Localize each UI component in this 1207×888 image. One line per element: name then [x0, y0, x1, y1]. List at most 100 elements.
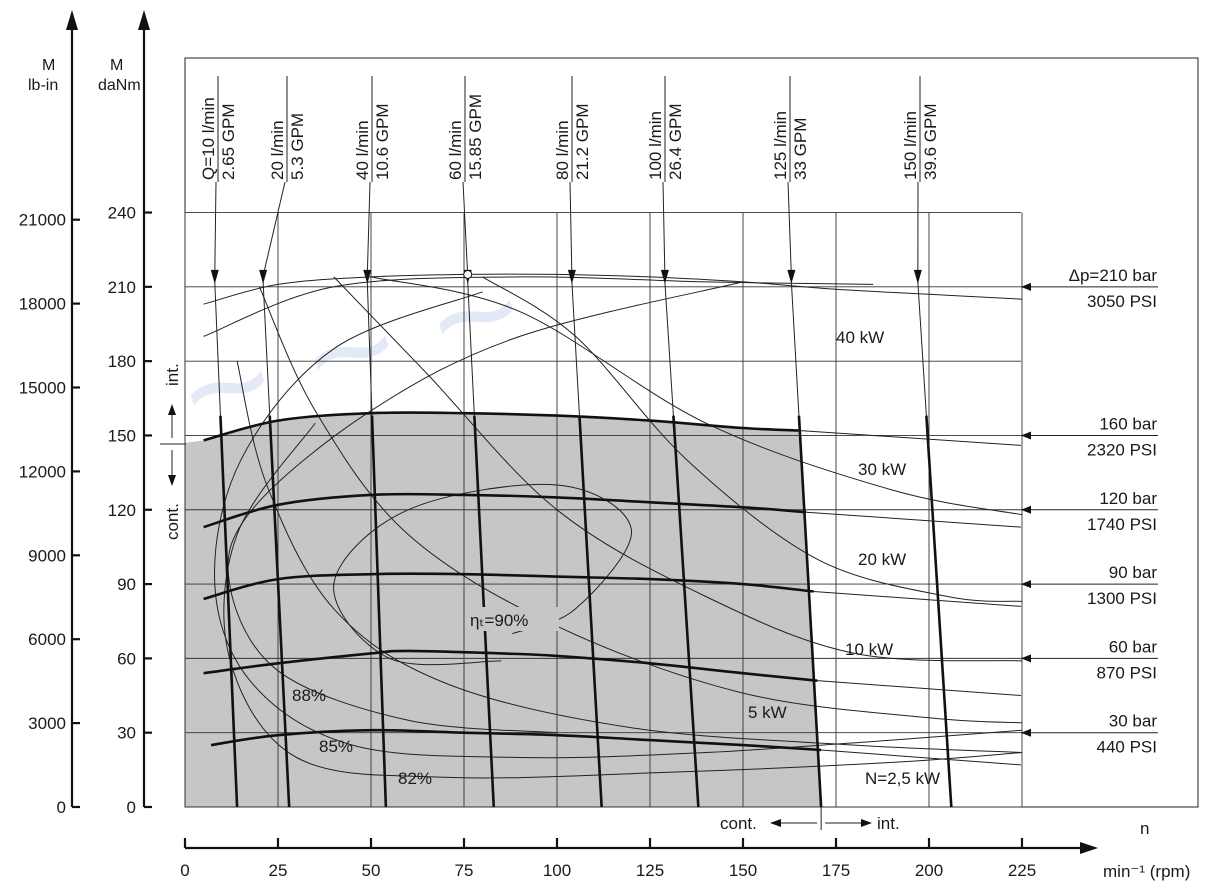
pressure-extension [817, 680, 1022, 697]
int-vertical-label: int. [163, 363, 182, 386]
flow-label: 125 l/min 33 GPM [771, 76, 810, 182]
y-secondary-symbol: M [42, 57, 55, 74]
y-primary-tick-label: 60 [117, 649, 136, 668]
flow-arrow [660, 269, 669, 284]
flow-label-gpm: 33 GPM [791, 118, 810, 180]
pressure-extension [821, 749, 1022, 766]
pressure-arrow [1021, 431, 1031, 440]
pressure-arrow [1021, 654, 1031, 663]
axes: 0 30 60 90 120 150 180 210 240 0 3000 6000 9000 12000… [19, 10, 1098, 880]
pressure-extension [806, 511, 1022, 528]
int-arrow-right [861, 819, 872, 827]
x-axis-tick-label: 100 [543, 861, 571, 880]
efficiency-label-85: 85% [319, 737, 353, 756]
x-axis-tick-label: 75 [455, 861, 474, 880]
cont-horizontal-label: cont. [720, 814, 757, 833]
pressure-label-bar: 90 bar [1109, 563, 1158, 582]
flow-label-lpm: 150 l/min [901, 111, 920, 180]
pressure-arrow [1021, 580, 1031, 589]
flow-label: Q=10 l/min 2.65 GPM [199, 76, 238, 182]
flow-label: 20 l/min 5.3 GPM [268, 76, 307, 182]
flow-arrow [567, 269, 576, 284]
efficiency-curve-90 [333, 483, 632, 666]
peak-marker [463, 269, 473, 279]
efficiency-label-82: 82% [398, 769, 432, 788]
x-axis-tick-label: 125 [636, 861, 664, 880]
x-axis-tick-label: 0 [180, 861, 189, 880]
flow-arrow [259, 269, 268, 284]
flow-line-5 [578, 415, 603, 808]
flow-label: 80 l/min 21.2 GPM [553, 76, 592, 182]
flow-line-2 [268, 415, 291, 808]
flow-line-upper [366, 281, 373, 416]
x-axis-label: min⁻¹ (rpm) [1103, 862, 1190, 881]
pressure-label-bar: 60 bar [1109, 637, 1158, 656]
flow-arrow [913, 269, 922, 284]
flow-line-upper [467, 281, 475, 416]
flow-label-lpm: 125 l/min [771, 111, 790, 180]
power-label-10kw: 10 kW [845, 640, 893, 659]
flow-line-upper [790, 281, 800, 416]
y-secondary-tick-label: 3000 [28, 714, 66, 733]
flow-line-upper [917, 281, 927, 416]
flow-leader [462, 181, 469, 276]
power-label-40kw: 40 kW [836, 328, 884, 347]
pressure-curves: Δp=210 bar 3050 PSI 160 bar 2320 PSI 120 bar… [203, 266, 1158, 766]
power-curve-2-5kw [236, 360, 1023, 753]
pressure-label-bar: 160 bar [1099, 414, 1157, 433]
y-primary-tick-label: 0 [127, 798, 136, 817]
efficiency-label-88: 88% [292, 686, 326, 705]
y-secondary-tick-label: 12000 [19, 462, 66, 481]
pressure-arrow [1021, 728, 1031, 737]
y-primary-arrow [138, 10, 150, 30]
power-curve-30kw [370, 276, 1023, 516]
flow-label-gpm: 26.4 GPM [666, 103, 685, 180]
y-primary-tick-label: 30 [117, 724, 136, 743]
y-primary-unit: daNm [98, 77, 141, 94]
flow-arrow [787, 269, 796, 284]
pressure-curve-6 [210, 728, 822, 752]
y-primary-tick-label: 90 [117, 575, 136, 594]
cont-arrow-down [168, 475, 176, 486]
y-primary-tick-label: 210 [108, 278, 136, 297]
flow-leader [662, 181, 666, 276]
y-secondary-tick-label: 15000 [19, 379, 66, 398]
flow-line-8 [925, 415, 953, 808]
flow-label-gpm: 10.6 GPM [373, 103, 392, 180]
power-label-30kw: 30 kW [858, 460, 906, 479]
x-axis-tick-label: 25 [269, 861, 288, 880]
y-secondary-arrow [66, 10, 78, 30]
efficiency-curve-82 [223, 422, 1023, 779]
flow-label-lpm: 40 l/min [353, 120, 372, 180]
pressure-label-psi: 870 PSI [1097, 663, 1158, 682]
cont-vertical-label: cont. [163, 503, 182, 540]
flow-label: 60 l/min 15.85 GPM [446, 76, 485, 182]
flow-label: 40 l/min 10.6 GPM [353, 76, 392, 182]
pressure-label-bar: Δp=210 bar [1069, 266, 1158, 285]
pressure-curve-4 [203, 572, 814, 601]
pressure-label-psi: 1740 PSI [1087, 515, 1157, 534]
flow-label: 150 l/min 39.6 GPM [901, 76, 940, 182]
flow-label-gpm: 5.3 GPM [288, 113, 307, 180]
pressure-curve-3 [203, 492, 807, 529]
cont-arrow-left [770, 819, 781, 827]
x-axis-tick-label: 175 [822, 861, 850, 880]
y-primary-tick-label: 240 [108, 204, 136, 223]
x-axis-symbol: n [1140, 819, 1149, 838]
flow-leader [366, 181, 371, 276]
flow-label-gpm: 15.85 GPM [466, 94, 485, 180]
pressure-label-psi: 3050 PSI [1087, 292, 1157, 311]
efficiency-label-90: ηₜ=90% [470, 611, 528, 630]
int-horizontal-label: int. [877, 814, 900, 833]
power-curve-20kw [482, 276, 1023, 602]
y-secondary-tick-label: 21000 [19, 211, 66, 230]
flow-leader [787, 181, 792, 276]
y-secondary-tick-label: 0 [57, 798, 66, 817]
flow-label-gpm: 21.2 GPM [573, 103, 592, 180]
pressure-label-bar: 120 bar [1099, 489, 1157, 508]
x-axis-arrow [1080, 842, 1098, 854]
y-primary-tick-label: 120 [108, 501, 136, 520]
pressure-curve-2 [203, 411, 799, 442]
y-primary-tick-label: 150 [108, 426, 136, 445]
